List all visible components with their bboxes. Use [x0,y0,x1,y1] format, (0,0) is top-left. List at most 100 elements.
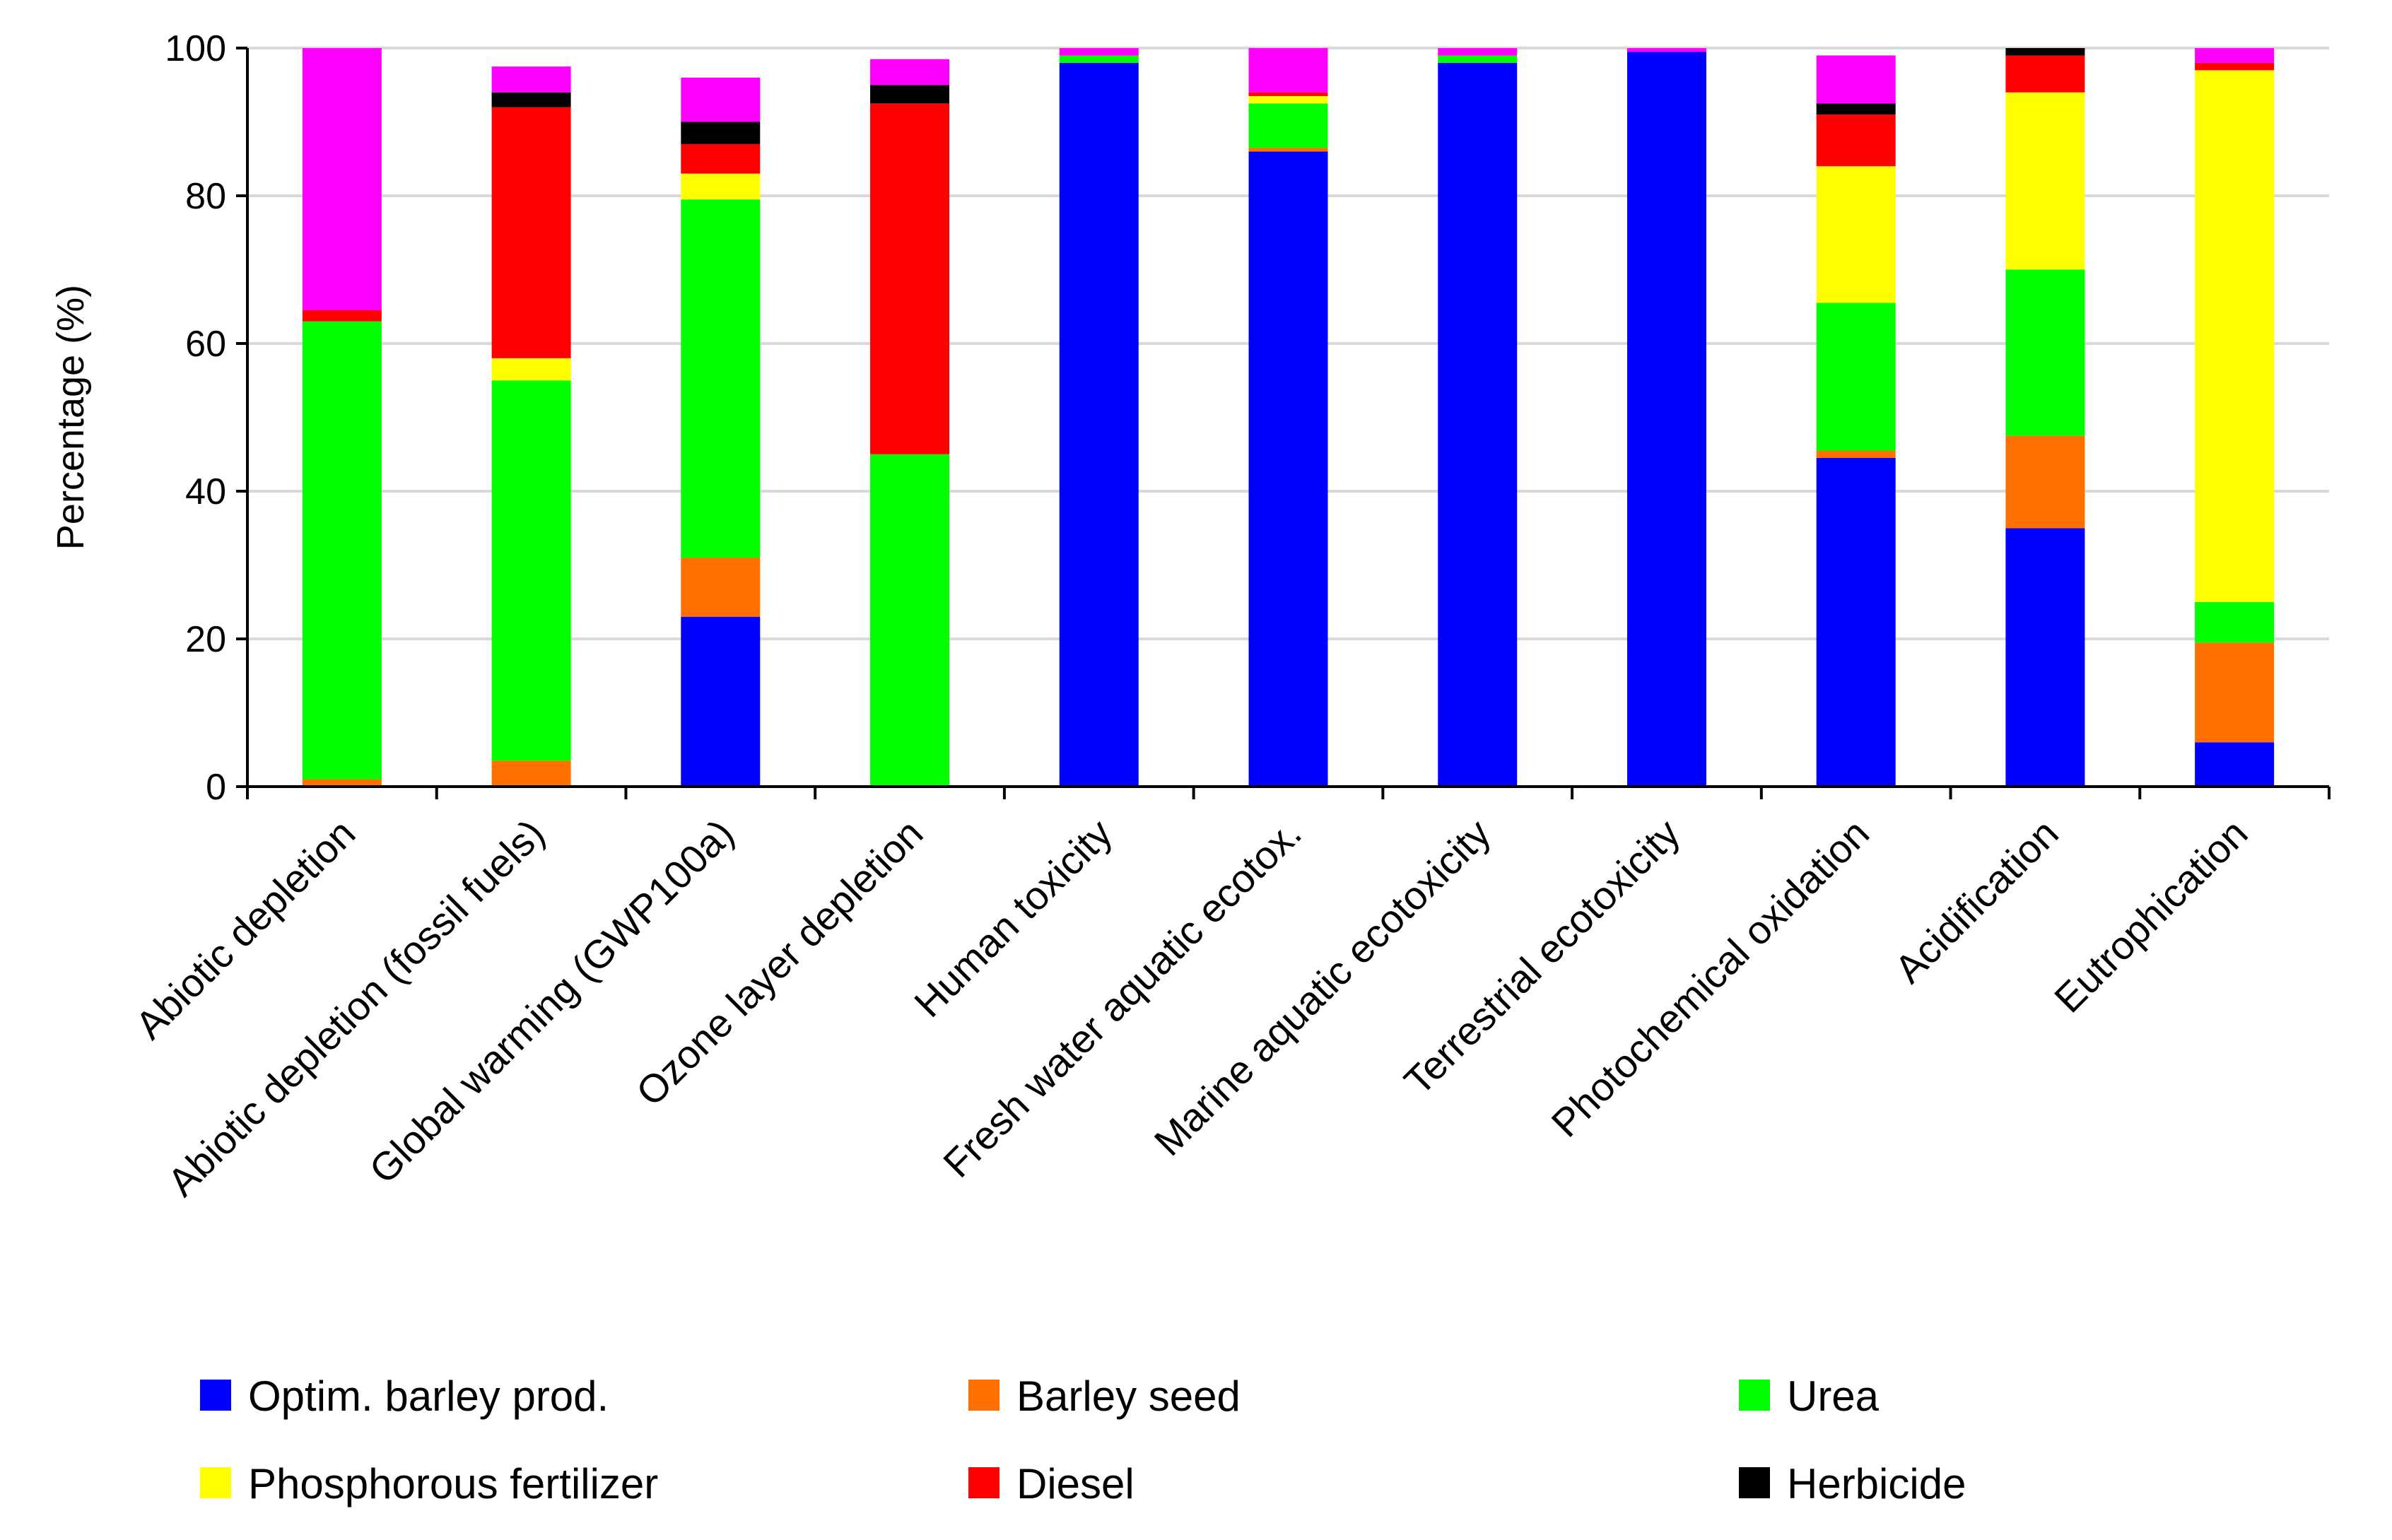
legend-item: Herbicide [1739,1460,1966,1507]
y-tick-label: 100 [165,28,226,69]
bar-segment [681,143,761,174]
bar-segment [1816,450,1896,458]
bar-stack [491,66,571,787]
bar-segment [491,66,571,93]
bar-segment [302,779,382,787]
bar-segment [870,454,950,787]
y-axis-title: Percentage (%) [49,285,92,550]
legend: Optim. barley prod. Barley seed Urea Phosph… [200,1373,1966,1507]
bar-segment [2195,742,2275,787]
legend-swatch [968,1380,999,1411]
bar-segment [2195,601,2275,643]
bar-segment [491,92,571,107]
bar-segment [1248,92,1328,96]
y-tick-labels: 0 20 40 60 80 100 [165,28,226,808]
legend-swatch [200,1380,231,1411]
bar-stack [2195,48,2275,787]
y-tick-label: 0 [206,767,226,808]
legend-item: Urea [1739,1373,1880,1420]
bar-segment [681,616,761,787]
bar-segment [2005,92,2085,270]
y-tick-label: 40 [185,471,226,512]
bar-segment [1816,457,1896,787]
bar-segment [1248,95,1328,104]
bar-segment [681,558,761,617]
bar-segment [1816,55,1896,104]
bar-segment [681,199,761,558]
bar-segment [1059,48,1139,56]
y-tick-label: 60 [185,324,226,365]
legend-item: Phosphorous fertilizer [200,1460,658,1507]
legend-swatch [968,1467,999,1498]
bar-segment [1626,52,1706,787]
bar-segment [1816,114,1896,167]
category-label: Fresh water aquatic ecotox. [934,811,1310,1186]
bar-segment [681,77,761,122]
bar-segment [1816,166,1896,303]
bar-segment [1438,48,1518,56]
category-label: Photochemical oxidation [1542,811,1877,1146]
bar-stack [1816,55,1896,787]
bar-segment [2195,48,2275,63]
category-label: Eutrophication [2046,811,2256,1021]
bar-segment [302,321,382,780]
legend-label: Optim. barley prod. [248,1373,609,1420]
legend-item: Barley seed [968,1373,1241,1420]
bar-segment [491,358,571,381]
bar-segment [681,173,761,200]
bar-stack [302,48,382,787]
bar-segment [1248,148,1328,152]
bar-segment [1059,55,1139,63]
bar-segment [1248,48,1328,93]
legend-label: Urea [1787,1373,1880,1420]
legend-label: Barley seed [1016,1373,1241,1420]
bar-segment [681,122,761,144]
category-label: Human toxicity [905,811,1120,1025]
bar-stack [1248,48,1328,787]
bar-stack [1626,48,1706,787]
bar-stack [870,59,950,787]
bar-stack [1438,48,1518,787]
legend-item: Diesel [968,1460,1135,1507]
bar-segment [2005,528,2085,787]
category-label: Marine aquatic ecotoxicity [1146,811,1499,1164]
bar-stacks [302,48,2275,787]
bar-segment [2195,62,2275,71]
bar-segment [870,85,950,104]
bar-segment [491,760,571,787]
bar-stack [681,77,761,787]
bar-segment [870,59,950,86]
axes [236,47,2331,799]
category-label: Global warming (GWP100a) [360,811,742,1192]
bar-segment [1438,55,1518,63]
bar-segment [1438,62,1518,787]
bar-segment [1059,62,1139,787]
bar-segment [2005,55,2085,93]
legend-swatch [1739,1380,1770,1411]
bar-segment [302,310,382,322]
bar-segment [870,103,950,454]
bar-segment [491,107,571,358]
bar-segment [2005,48,2085,56]
bar-segment [1248,103,1328,148]
bar-segment [491,380,571,761]
bar-segment [1248,151,1328,787]
bar-segment [1816,103,1896,115]
bar-segment [1816,302,1896,451]
bar-stack [2005,48,2085,787]
legend-swatch [200,1467,231,1498]
y-tick-label: 80 [185,176,226,217]
legend-item: Optim. barley prod. [200,1373,609,1420]
category-label: Acidification [1886,811,2067,992]
bar-segment [1626,48,1706,52]
legend-label: Diesel [1016,1460,1135,1507]
legend-swatch [1739,1467,1770,1498]
bar-segment [302,48,382,310]
bar-stack [1059,48,1139,787]
bar-segment [2195,642,2275,743]
legend-label: Phosphorous fertilizer [248,1460,658,1507]
bar-segment [2195,70,2275,602]
